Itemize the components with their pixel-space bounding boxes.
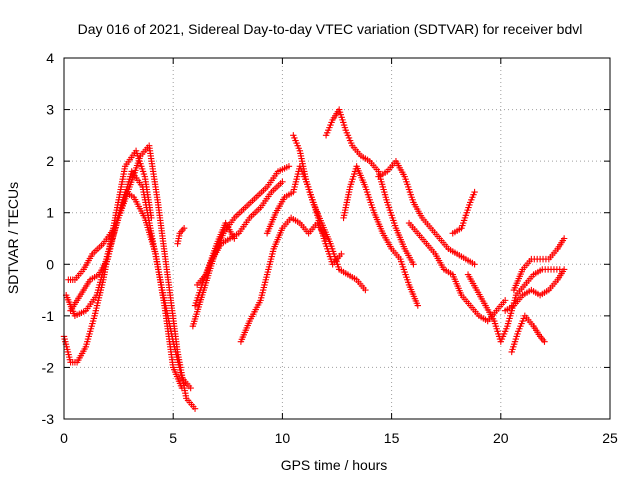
x-axis-label: GPS time / hours: [281, 457, 388, 473]
plot-frame: [63, 57, 611, 420]
x-tick-label: 0: [60, 430, 68, 446]
y-axis-label: SDTVAR / TECUs: [5, 182, 21, 294]
y-tick-label: 0: [46, 256, 54, 272]
x-tick-label: 10: [275, 430, 291, 446]
y-tick-label: -2: [42, 359, 55, 375]
data-point-marker: [279, 178, 286, 185]
y-tick-label: -3: [42, 411, 55, 427]
data-point-marker: [541, 338, 548, 345]
data-point-marker: [560, 266, 568, 273]
data-point-marker: [180, 224, 188, 232]
data-point-marker: [338, 250, 345, 258]
data-point-marker: [414, 302, 422, 309]
data-point-marker: [471, 261, 478, 268]
data-point-marker: [410, 261, 417, 268]
chart-title: Day 016 of 2021, Sidereal Day-to-day VTE…: [78, 21, 583, 37]
x-tick-label: 15: [384, 430, 400, 446]
data-markers: [60, 106, 568, 412]
data-point-marker: [560, 235, 568, 242]
y-tick-label: 4: [46, 50, 54, 66]
axis-ticks: 0 5 10 15 20 25 -3 -2 -1 0 1 2 3 4: [42, 50, 618, 446]
data-point-marker: [231, 235, 238, 242]
data-point-marker: [362, 286, 369, 294]
y-tick-label: -1: [42, 308, 55, 324]
y-tick-label: 1: [46, 205, 54, 221]
y-tick-label: 2: [46, 153, 54, 169]
data-point-marker: [471, 188, 478, 196]
x-tick-label: 25: [602, 430, 618, 446]
x-tick-label: 20: [493, 430, 509, 446]
data-point-marker: [285, 163, 293, 170]
data-point-marker: [187, 384, 194, 392]
data-point-marker: [501, 297, 509, 304]
data-point-marker: [178, 384, 186, 392]
y-tick-label: 3: [46, 102, 54, 118]
x-tick-label: 5: [169, 430, 177, 446]
data-point-marker: [191, 405, 199, 412]
